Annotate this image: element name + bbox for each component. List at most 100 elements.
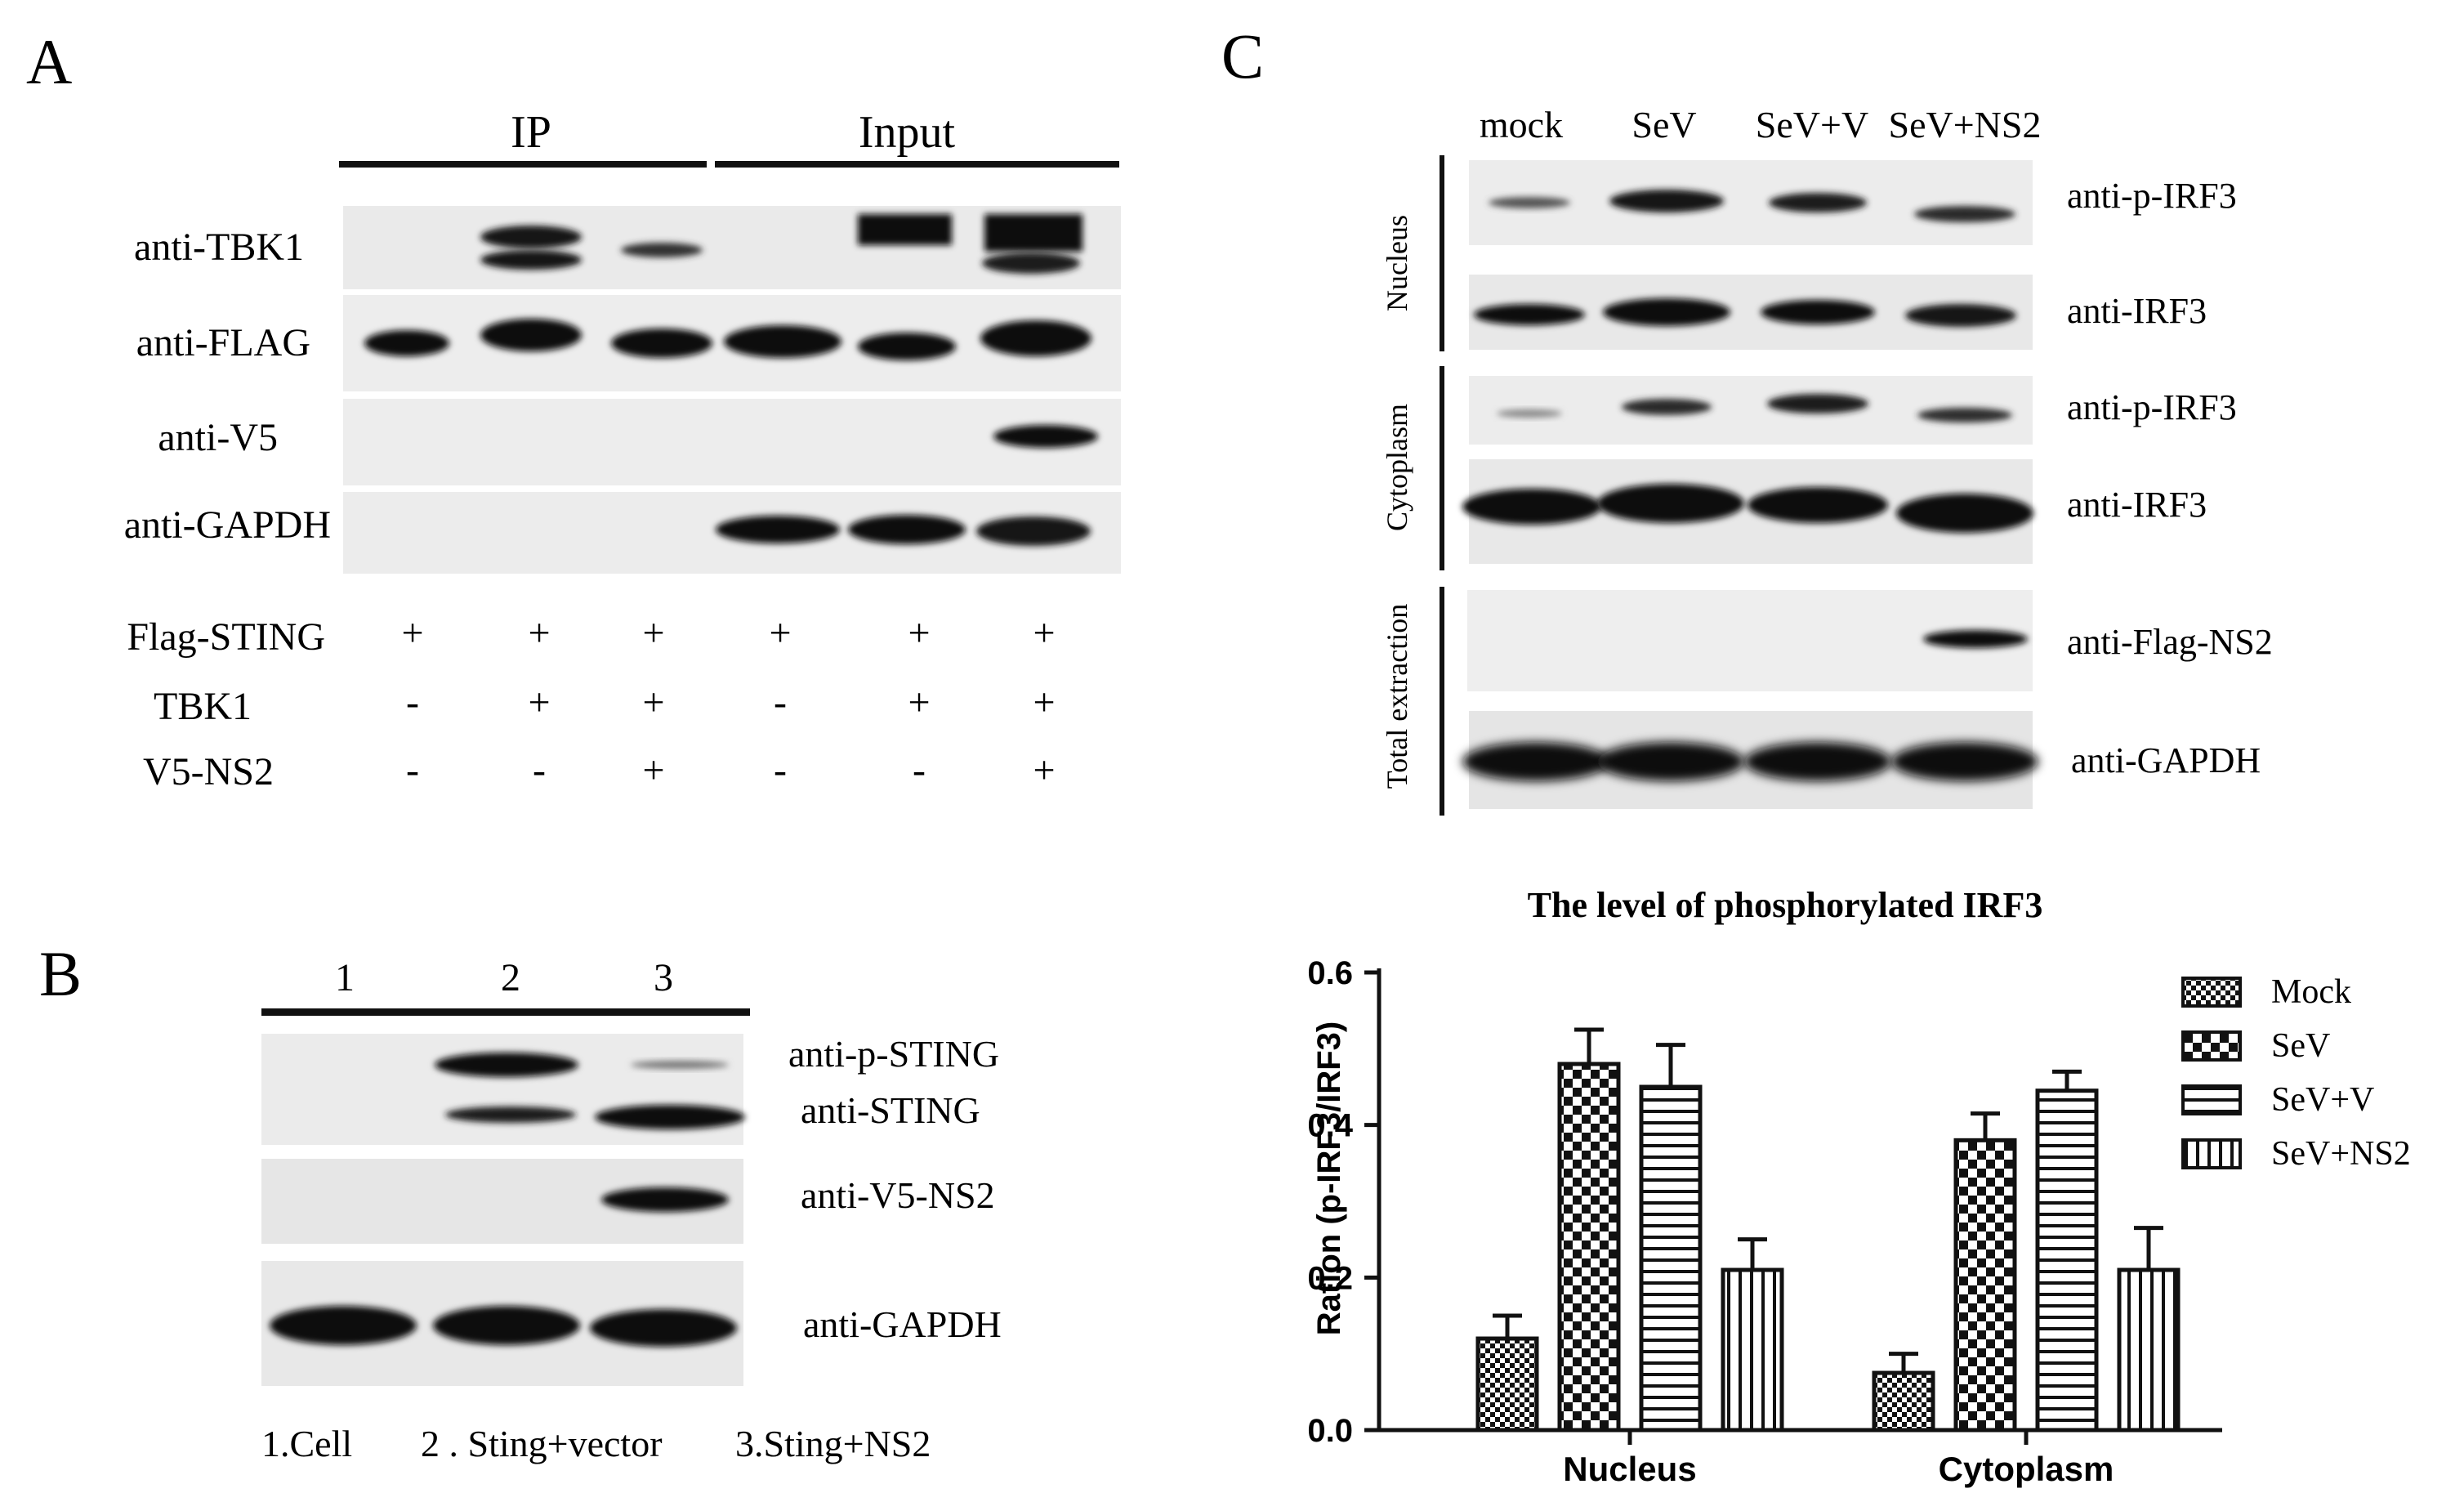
chart-legend-label: Mock (2271, 973, 2351, 1011)
panel-a-group-input: Input (859, 107, 956, 158)
chart-bar (2117, 1267, 2181, 1433)
panel-c-blot-label-irf3-nucleus: anti-IRF3 (2067, 291, 2207, 331)
panel-a-blot-gapdh (343, 492, 1121, 574)
panel-c-fraction-total: Total extraction (1381, 604, 1413, 789)
panel-a-blot-v5 (343, 399, 1121, 485)
panel-a-sign: - (774, 749, 787, 792)
panel-c-blot-label-irf3-cytoplasm: anti-IRF3 (2067, 485, 2207, 525)
panel-c-fraction-cytoplasm: Cytoplasm (1381, 404, 1413, 531)
panel-a-sign: - (533, 749, 546, 792)
chart-title: The level of phosphorylated IRF3 (1528, 885, 2043, 925)
chart-x-tick-label: Nucleus (1563, 1450, 1696, 1488)
chart-bar (1475, 1336, 1539, 1433)
panel-b-lane-3: 3 (654, 956, 673, 999)
chart-legend-label: SeV+NS2 (2271, 1135, 2411, 1173)
panel-a-cond-flag-sting: Flag-STING (127, 615, 325, 659)
panel-b-lane-2: 2 (501, 956, 520, 999)
panel-c-lane-sev: SeV (1632, 104, 1696, 145)
panel-c-blot-label-p-irf3-nucleus: anti-p-IRF3 (2067, 176, 2237, 216)
panel-b-blot-v5-ns2 (261, 1159, 743, 1244)
panel-c-letter: C (1221, 20, 1264, 92)
panel-b-blot-label-p-sting: anti-p-STING (788, 1033, 999, 1075)
panel-c-total-bracket (1440, 587, 1444, 816)
chart-bar (1872, 1370, 1935, 1433)
panel-c-lane-mock: mock (1480, 104, 1563, 145)
panel-a-sign: + (1033, 749, 1055, 792)
panel-a-input-bracket (715, 161, 1119, 168)
panel-a-sign: + (1033, 681, 1055, 724)
panel-a-blot-label-v5: anti-V5 (158, 416, 278, 459)
panel-b-blot-label-gapdh: anti-GAPDH (803, 1303, 1002, 1345)
panel-a-cond-tbk1: TBK1 (154, 685, 252, 728)
chart-legend-swatch (2181, 1030, 2242, 1062)
panel-a-sign: + (908, 681, 930, 724)
chart-legend: Mock SeV SeV+V SeV+NS2 (2181, 973, 2411, 1173)
panel-a-blot-flag (343, 295, 1121, 391)
panel-b-letter: B (39, 938, 82, 1009)
panel-b-blot-sting (261, 1034, 745, 1145)
panel-a-sign: - (913, 749, 926, 792)
panel-a-cond-v5-ns2: V5-NS2 (143, 750, 274, 793)
panel-a-blot-label-gapdh: anti-GAPDH (124, 503, 331, 547)
panel-a-sign: + (908, 611, 930, 655)
panel-a-sign: - (406, 681, 419, 724)
panel-a-sign: + (769, 611, 791, 655)
panel-b-blot-gapdh (261, 1261, 743, 1386)
panel-a-sign: + (642, 681, 664, 724)
panel-c-blot-label-p-irf3-cytoplasm: anti-p-IRF3 (2067, 387, 2237, 427)
chart-y-tick-label: 0.6 (1307, 955, 1353, 991)
panel-c-nucleus-bracket (1440, 155, 1444, 351)
chart-bar (1639, 1084, 1703, 1433)
panel-b-legend-1: 1.Cell (261, 1423, 352, 1464)
panel-c-cytoplasm-bracket (1440, 366, 1444, 570)
chart-bar (1721, 1267, 1784, 1433)
panel-a-ip-bracket (339, 161, 707, 168)
panel-c-blot-cytoplasm-irf3 (1462, 459, 2033, 564)
panel-b-lane-1: 1 (335, 956, 355, 999)
panel-c-lane-sev-v: SeV+V (1756, 104, 1868, 145)
chart-legend-swatch (2181, 1138, 2242, 1169)
chart-bar (1953, 1138, 2017, 1433)
panel-c-blot-label-gapdh: anti-GAPDH (2071, 740, 2261, 780)
panel-a-sign: - (406, 749, 419, 792)
chart-y-tick-label: 0.0 (1307, 1413, 1353, 1449)
panel-c-blot-flag-ns2 (1467, 590, 2033, 691)
panel-a: A IP Input anti-TBK1 anti-FLAG anti-V5 a… (26, 26, 1121, 793)
chart-y-tick-label: 0.4 (1307, 1108, 1353, 1144)
panel-a-sign: - (774, 681, 787, 724)
panel-b-blot-label-sting: anti-STING (801, 1089, 980, 1131)
chart-legend-swatch (2181, 1084, 2242, 1115)
panel-a-blot-tbk1 (343, 206, 1121, 289)
panel-a-letter: A (26, 26, 72, 97)
chart-x-tick-label: Cytoplasm (1939, 1450, 2114, 1488)
panel-c-blot-label-flag-ns2: anti-Flag-NS2 (2067, 622, 2273, 662)
panel-a-sign: + (528, 681, 550, 724)
chart-y-tick-label: 0.2 (1307, 1260, 1353, 1296)
chart-bar (2035, 1089, 2099, 1433)
panel-a-blot-label-tbk1: anti-TBK1 (134, 226, 304, 269)
panel-a-sign: + (642, 749, 664, 792)
chart-legend-swatch (2181, 977, 2242, 1008)
panel-a-sign: + (401, 611, 423, 655)
panel-a-blot-label-flag: anti-FLAG (136, 321, 310, 364)
panel-b-bracket (261, 1008, 750, 1016)
chart-y-axis-label: Ration (p-IRF3/IRF3) (1311, 1021, 1347, 1335)
panel-c-blot-nucleus-p-irf3 (1469, 160, 2033, 245)
chart-legend-label: SeV (2271, 1027, 2330, 1065)
panel-a-group-ip: IP (511, 107, 551, 158)
panel-c-blot-cytoplasm-p-irf3 (1469, 376, 2033, 445)
panel-a-sign: + (642, 611, 664, 655)
panel-c-blot-nucleus-irf3 (1469, 275, 2033, 350)
panel-a-condition-signs: + + + + + + - + + - + + - - + - - + (401, 611, 1055, 792)
panel-c-blot-gapdh (1462, 711, 2038, 809)
panel-c: C mock SeV SeV+V SeV+NS2 Nucleus Cytopla… (1221, 20, 2273, 816)
bar-chart: The level of phosphorylated IRF3 Ration … (1307, 885, 2410, 1488)
chart-legend-label: SeV+V (2271, 1081, 2374, 1119)
panel-b-blot-label-v5-ns2: anti-V5-NS2 (801, 1174, 995, 1216)
panel-a-sign: + (1033, 611, 1055, 655)
panel-b-legend-2: 2 . Sting+vector (421, 1423, 663, 1464)
panel-a-sign: + (528, 611, 550, 655)
panel-b-legend-3: 3.Sting+NS2 (735, 1423, 931, 1464)
chart-bars (1475, 1027, 2181, 1433)
